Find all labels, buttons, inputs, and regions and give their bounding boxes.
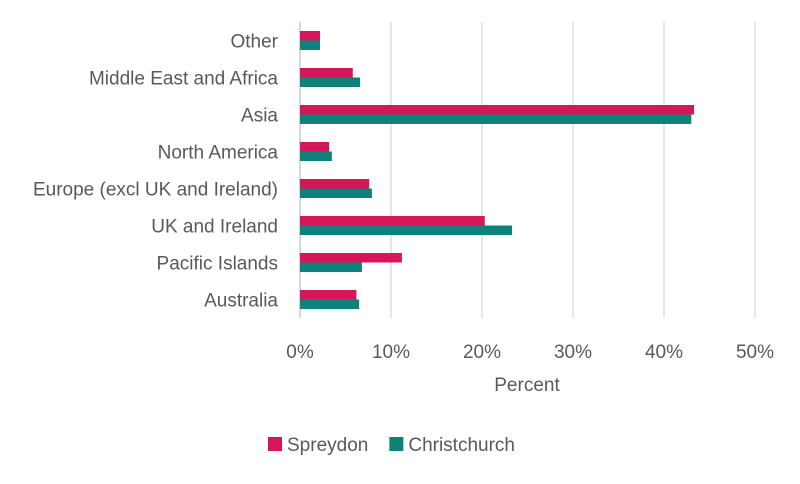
bars: [300, 31, 695, 309]
bar-spreydon: [300, 68, 353, 78]
bar-christchurch: [300, 114, 692, 124]
category-label: UK and Ireland: [151, 217, 278, 238]
category-label: Australia: [204, 291, 278, 312]
legend-swatch-christchurch: [389, 437, 404, 451]
bar-christchurch: [300, 188, 372, 198]
x-tick-label: 50%: [736, 342, 774, 363]
category-label: Europe (excl UK and Ireland): [33, 180, 278, 201]
category-labels: Other Middle East and Africa Asia North Ame…: [33, 32, 279, 312]
category-label: North America: [158, 143, 279, 164]
legend-label-spreydon: Spreydon: [287, 435, 368, 456]
legend-label-christchurch: Christchurch: [408, 435, 515, 456]
bar-christchurch: [300, 151, 332, 161]
bar-spreydon: [300, 179, 370, 189]
bar-spreydon: [300, 290, 357, 300]
bar-spreydon: [300, 142, 330, 152]
bar-spreydon: [300, 31, 321, 41]
x-tick-label: 40%: [645, 342, 683, 363]
x-axis-title: Percent: [494, 375, 560, 396]
category-label: Asia: [241, 106, 278, 127]
bar-christchurch: [300, 225, 513, 235]
legend-swatch-spreydon: [268, 437, 282, 451]
category-label: Pacific Islands: [157, 254, 278, 275]
gridlines: [299, 22, 756, 318]
x-tick-label: 10%: [372, 342, 410, 363]
bar-christchurch: [300, 299, 360, 309]
bar-spreydon: [300, 105, 695, 115]
category-label: Other: [230, 32, 278, 53]
bar-christchurch: [300, 262, 362, 272]
bar-spreydon: [300, 253, 402, 263]
x-tick-labels: 0% 10% 20% 30% 40% 50%: [286, 342, 774, 363]
category-label: Middle East and Africa: [89, 69, 278, 90]
x-tick-label: 0%: [286, 342, 314, 363]
bar-spreydon: [300, 216, 485, 226]
x-tick-label: 30%: [554, 342, 592, 363]
legend: Spreydon Christchurch: [268, 435, 515, 456]
x-tick-label: 20%: [463, 342, 501, 363]
bar-christchurch: [300, 40, 321, 50]
bar-christchurch: [300, 77, 361, 87]
